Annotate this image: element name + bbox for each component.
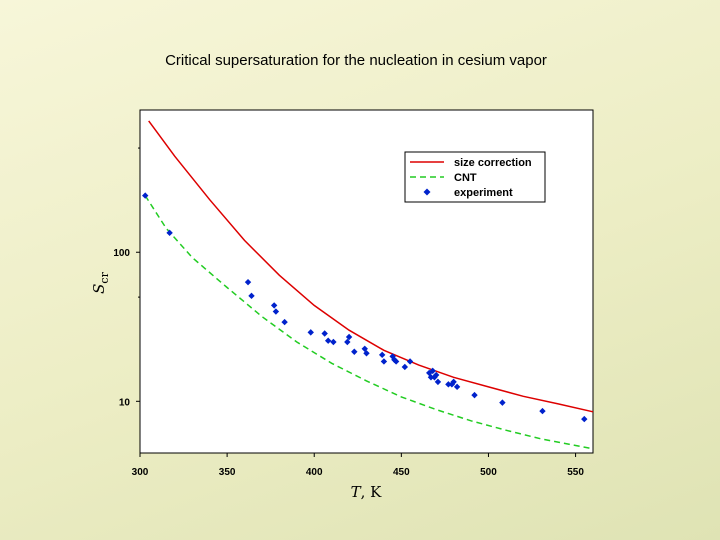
legend-label-cnt: CNT [454,172,477,184]
series-size-correction-line [148,120,594,413]
experiment-point [453,383,461,391]
experiment-point [432,371,440,379]
x-tick-label: 450 [393,467,410,478]
slide-title: Critical supersaturation for the nucleat… [165,52,547,69]
legend-label-experiment: experiment [454,187,513,199]
experiment-point [142,192,149,199]
x-tick-label: 500 [480,467,497,478]
experiment-point [270,302,278,309]
experiment-point [581,415,588,423]
experiment-point [166,229,173,237]
x-tick-label: 300 [132,467,149,478]
experiment-point [345,333,353,341]
x-tick-label: 350 [219,467,236,478]
experiment-point [307,329,314,336]
x-axis-label-var: T [351,483,362,501]
experiment-point [344,338,351,346]
legend-swatch-experiment [423,188,431,196]
experiment-point [499,399,506,406]
y-axis-label-main: S [90,284,108,294]
legend: size correction CNT experiment [404,151,546,203]
series-layer [142,120,594,450]
experiment-point [351,348,358,355]
experiment-point [471,391,478,399]
series-experiment [142,192,588,423]
y-tick-label: 100 [113,248,130,259]
y-axis-label: Scr [90,271,111,293]
x-tick-label: 400 [306,467,323,478]
experiment-point [244,278,252,286]
experiment-point [378,351,386,359]
experiment-point [392,358,400,365]
experiment-point [248,292,255,300]
experiment-point [406,358,414,365]
experiment-point [380,358,388,365]
experiment-point [321,330,328,337]
x-axis: 300 350 400 450 500 550 [132,453,584,478]
y-tick-label: 10 [119,397,131,408]
experiment-point [429,367,436,375]
x-axis-label: T, K [351,483,383,501]
x-tick-label: 550 [567,467,584,478]
y-axis-label-sub: cr [98,271,111,283]
x-axis-label-unit: , K [361,483,383,501]
experiment-point [434,378,442,386]
experiment-point [330,338,337,346]
experiment-point [401,363,409,371]
experiment-point [445,381,452,388]
y-axis: 10 100 [113,147,140,408]
legend-label-size-correction: size correction [454,157,532,169]
experiment-point [272,308,280,315]
experiment-point [539,407,546,415]
experiment-point [427,374,435,381]
experiment-point [363,350,370,357]
experiment-point [281,318,288,326]
experiment-point [450,378,457,386]
series-cnt-line [144,195,594,450]
experiment-point [324,337,332,344]
